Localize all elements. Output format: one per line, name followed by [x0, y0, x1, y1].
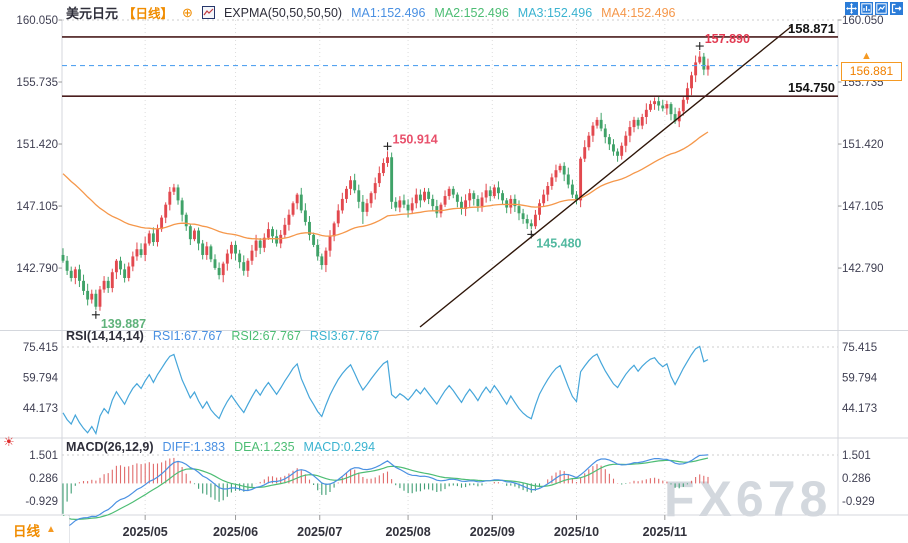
candles-layer	[61, 51, 710, 311]
add-indicator-icon[interactable]: ⊕	[182, 4, 193, 20]
svg-text:1.501: 1.501	[842, 450, 871, 462]
ma4-value: MA4:152.496	[601, 5, 676, 20]
trendline[interactable]	[419, 25, 793, 328]
svg-text:158.871: 158.871	[788, 21, 835, 36]
svg-text:75.415: 75.415	[23, 342, 58, 354]
svg-text:44.173: 44.173	[23, 403, 58, 415]
svg-text:139.887: 139.887	[101, 317, 146, 331]
svg-text:142.790: 142.790	[842, 263, 884, 275]
line-panel-icon[interactable]	[875, 2, 888, 15]
indicator-chart-icon	[201, 6, 215, 19]
rsi-label: RSI(14,14,14)	[66, 329, 144, 343]
svg-text:160.050: 160.050	[16, 15, 58, 27]
macd-label: MACD(26,12,9)	[66, 440, 154, 454]
period-tag: 【日线】	[123, 7, 174, 21]
svg-text:154.750: 154.750	[788, 80, 835, 95]
dea-value: DEA:1.235	[234, 440, 295, 454]
current-price-box: 156.881	[841, 62, 902, 81]
svg-text:44.173: 44.173	[842, 403, 877, 415]
svg-text:147.105: 147.105	[842, 201, 884, 213]
dea-line	[62, 457, 709, 521]
svg-text:0.286: 0.286	[29, 473, 58, 485]
rsi1-value: RSI1:67.767	[152, 329, 223, 343]
macd-header: MACD(26,12,9) DIFF:1.383 DEA:1.235 MACD:…	[66, 440, 375, 454]
svg-text:151.420: 151.420	[842, 139, 884, 151]
timeframe-arrow-icon: ▲	[46, 524, 56, 535]
time-axis: 2025/05 2025/06 2025/07 2025/08 2025/09 2025/…	[68, 515, 688, 543]
annotation-layer: 139.887 150.914 145.480 157.890	[91, 32, 750, 331]
bar-panel-icon[interactable]	[860, 2, 873, 15]
svg-text:2025/10: 2025/10	[554, 525, 599, 539]
svg-text:75.415: 75.415	[842, 342, 877, 354]
svg-text:157.890: 157.890	[705, 32, 750, 46]
macd-histogram	[62, 457, 709, 514]
svg-text:150.914: 150.914	[393, 132, 438, 146]
expma-line	[62, 131, 709, 240]
diff-line	[62, 454, 709, 532]
svg-text:2025/09: 2025/09	[470, 525, 515, 539]
svg-text:145.480: 145.480	[536, 236, 581, 250]
svg-text:155.735: 155.735	[16, 77, 58, 89]
symbol-name: 美元日元	[66, 6, 119, 21]
expma-label: EXPMA(50,50,50,50)	[223, 5, 343, 20]
ma3-value: MA3:152.496	[517, 5, 593, 20]
svg-text:160.050: 160.050	[842, 15, 884, 27]
svg-text:142.790: 142.790	[16, 263, 58, 275]
svg-text:2025/11: 2025/11	[643, 525, 688, 539]
pan-crosshair-icon[interactable]	[845, 2, 858, 15]
rsi-line	[62, 345, 709, 436]
main-chart-header: 美元日元 【日线】 ⊕ EXPMA(50,50,50,50) MA1:152.4…	[66, 3, 676, 22]
ma2-value: MA2:152.496	[434, 5, 509, 20]
svg-text:147.105: 147.105	[16, 201, 58, 213]
rsi2-value: RSI2:67.767	[231, 329, 301, 343]
svg-text:151.420: 151.420	[16, 139, 58, 151]
diff-value: DIFF:1.383	[162, 440, 226, 454]
rsi3-value: RSI3:67.767	[309, 329, 380, 343]
svg-text:59.794: 59.794	[842, 373, 878, 385]
hline-layer: 158.871 154.750	[62, 21, 838, 97]
grid-layer	[0, 19, 908, 516]
svg-text:2025/07: 2025/07	[297, 525, 342, 539]
rsi-header: RSI(14,14,14) RSI1:67.767 RSI2:67.767 RS…	[66, 329, 379, 343]
svg-text:2025/05: 2025/05	[123, 525, 168, 539]
svg-text:-0.929: -0.929	[25, 496, 58, 508]
timeframe-selector[interactable]: 日线 ▲	[0, 516, 69, 543]
watermark: FX678	[664, 471, 832, 527]
ma1-value: MA1:152.496	[351, 5, 426, 20]
chart-toolbar	[845, 2, 903, 15]
svg-text:2025/06: 2025/06	[213, 525, 258, 539]
svg-text:59.794: 59.794	[23, 373, 59, 385]
macd-value: MACD:0.294	[303, 440, 376, 454]
svg-text:1.501: 1.501	[29, 450, 58, 462]
price-up-arrow-icon: ▲	[861, 50, 872, 62]
exit-fullscreen-icon[interactable]	[890, 2, 903, 15]
svg-text:2025/08: 2025/08	[385, 525, 430, 539]
svg-text:0.286: 0.286	[842, 473, 871, 485]
svg-text:-0.929: -0.929	[842, 496, 875, 508]
indicator-settings-icon[interactable]: ☀	[3, 434, 15, 449]
timeframe-label: 日线	[13, 523, 40, 539]
